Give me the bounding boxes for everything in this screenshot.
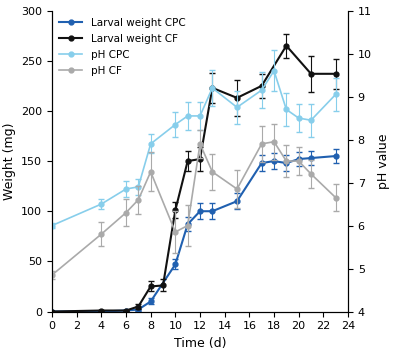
X-axis label: Time (d): Time (d) xyxy=(174,337,226,350)
Legend: Larval weight CPC, Larval weight CF, pH CPC, pH CF: Larval weight CPC, Larval weight CF, pH … xyxy=(55,14,190,80)
Y-axis label: pH value: pH value xyxy=(377,133,390,189)
Y-axis label: Weight (mg): Weight (mg) xyxy=(2,122,16,200)
